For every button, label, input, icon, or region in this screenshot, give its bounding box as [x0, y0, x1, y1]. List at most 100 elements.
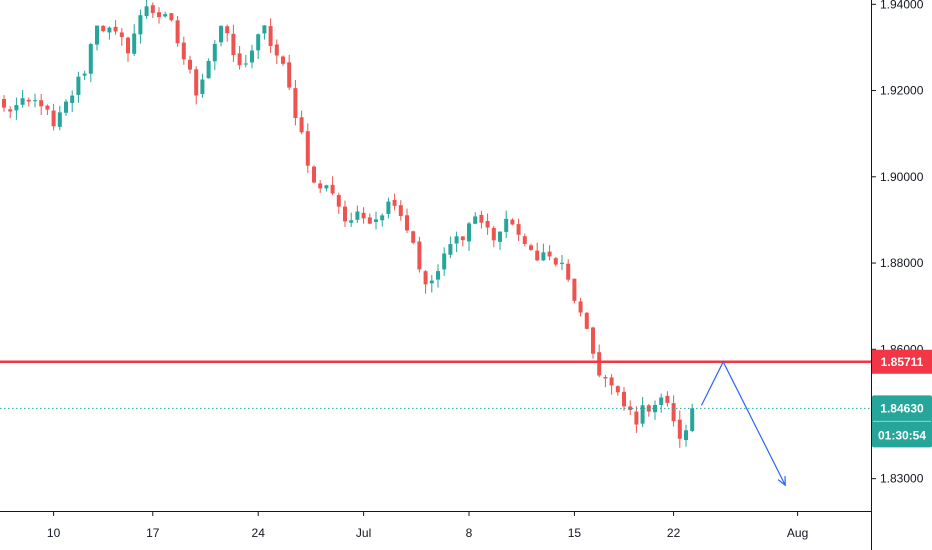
candle-body	[64, 101, 68, 113]
time-tick-label: 10	[47, 526, 61, 540]
candle	[212, 40, 217, 71]
candle	[386, 197, 391, 219]
candle	[423, 270, 428, 294]
candle-body	[560, 262, 564, 264]
candle	[491, 225, 496, 248]
candle	[454, 231, 459, 253]
candle	[107, 26, 112, 40]
candle	[349, 212, 354, 227]
candle-body	[113, 26, 118, 32]
candle-body	[597, 352, 602, 376]
candle	[498, 231, 502, 250]
candle-body	[88, 44, 93, 74]
candle-body	[516, 224, 521, 235]
candle	[615, 385, 620, 396]
candle	[653, 400, 657, 420]
candle	[578, 297, 583, 317]
candle-body	[150, 5, 155, 14]
candle-body	[39, 100, 44, 107]
candle-body	[163, 14, 168, 17]
candle-body	[206, 60, 211, 79]
candle	[39, 93, 44, 115]
candle-body	[547, 251, 552, 257]
candle	[510, 218, 515, 226]
candle	[392, 193, 397, 211]
price-axis[interactable]: 1.940001.920001.900001.880001.860001.830…	[871, 0, 924, 486]
candle	[411, 230, 416, 245]
candle	[541, 243, 546, 261]
candle-body	[262, 25, 267, 34]
candle-body	[442, 253, 447, 270]
candle	[113, 20, 118, 35]
candle	[82, 70, 87, 81]
candle-body	[188, 59, 192, 70]
candle-body	[578, 301, 583, 313]
candle	[126, 36, 130, 62]
candle	[535, 242, 540, 262]
candle-body	[510, 219, 515, 225]
candle	[622, 387, 626, 411]
candle	[640, 397, 645, 428]
candle	[33, 93, 37, 108]
candle	[355, 205, 360, 223]
candle-body	[287, 62, 292, 88]
candle-body	[82, 73, 87, 76]
time-tick-label: Aug	[787, 526, 808, 540]
candle	[256, 33, 261, 59]
candle	[188, 55, 192, 74]
candle-body	[522, 236, 527, 244]
candle	[367, 213, 372, 225]
candle-body	[101, 25, 106, 32]
candle-body	[26, 99, 31, 102]
candle	[584, 312, 589, 330]
candle	[26, 97, 31, 107]
candle-body	[126, 37, 130, 54]
candle-body	[299, 117, 304, 133]
candle-body	[535, 250, 540, 261]
candle-body	[504, 218, 509, 232]
candle	[51, 104, 56, 131]
candle-body	[274, 44, 279, 56]
candle	[442, 247, 447, 276]
candle	[243, 54, 248, 68]
candle-body	[281, 56, 285, 64]
candle	[516, 218, 521, 241]
candle	[101, 25, 106, 33]
time-axis[interactable]: 10 17 24 Jul 8 15 22 Aug	[47, 511, 808, 540]
candle	[144, 0, 149, 19]
candle	[299, 110, 304, 135]
candle-body	[14, 105, 19, 111]
candle-body	[231, 33, 236, 56]
candle-body	[138, 15, 143, 35]
candle-body	[132, 33, 137, 54]
candle	[560, 254, 564, 271]
candle-body	[181, 42, 186, 60]
candles-layer	[2, 0, 695, 448]
candle	[138, 9, 143, 44]
candle	[237, 45, 242, 70]
candle-body	[76, 76, 81, 95]
candle-body	[628, 406, 633, 410]
candle-body	[541, 252, 546, 261]
resistance-price-badge	[872, 349, 932, 374]
price-tick-label: 1.92000	[880, 84, 924, 98]
candle	[398, 200, 403, 221]
candle	[665, 391, 670, 407]
candle	[293, 80, 298, 126]
candle-body	[454, 236, 459, 244]
candle-body	[665, 395, 670, 403]
candle-body	[51, 110, 56, 127]
candle	[479, 210, 484, 229]
candle	[281, 55, 285, 66]
projection-arrowhead	[777, 476, 786, 487]
candle-body	[553, 258, 558, 265]
time-tick-label: 8	[466, 526, 473, 540]
candle	[628, 400, 633, 416]
candle	[529, 243, 533, 251]
candle-body	[684, 430, 688, 441]
candle-body	[318, 183, 323, 189]
candle	[522, 233, 527, 247]
candle-body	[609, 377, 614, 386]
price-tick-label: 1.88000	[880, 256, 924, 270]
